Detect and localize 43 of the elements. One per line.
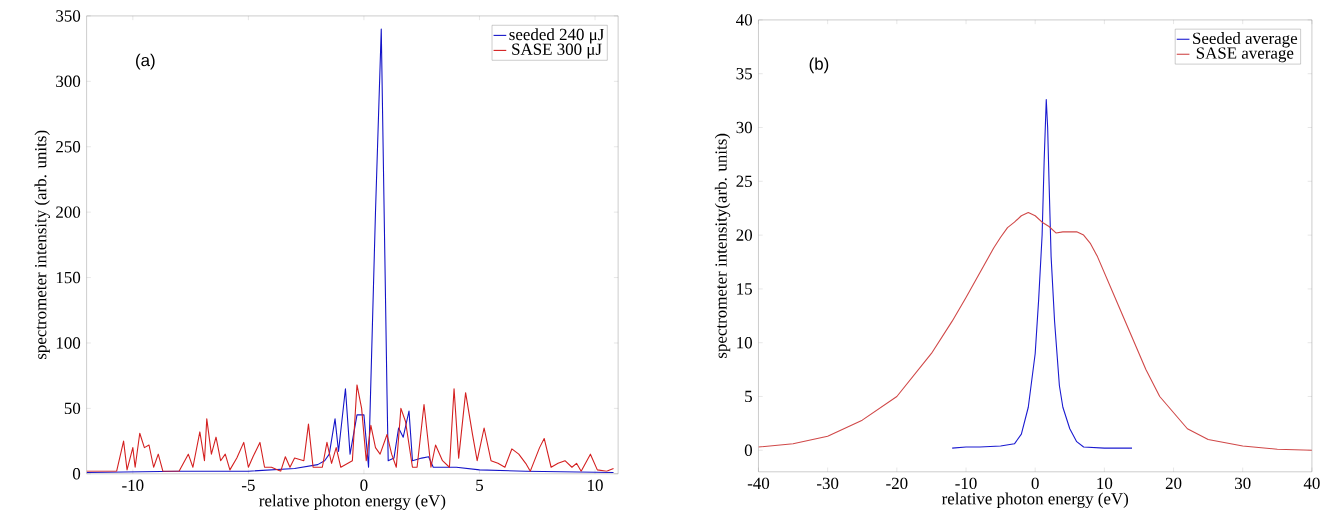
y-tick-label: 10 [737, 337, 753, 349]
line-series [951, 99, 1133, 449]
y-tick-label: 150 [56, 272, 81, 284]
legend-label: SASE 300 μJ [512, 43, 602, 59]
y-axis-title: spectrometer intensity (arb. units) [34, 130, 50, 360]
y-tick-label: 50 [64, 402, 81, 415]
x-tick-label: 0 [360, 479, 368, 492]
x-tick-label: 10 [1097, 477, 1113, 490]
x-tick-label: -20 [886, 477, 908, 490]
line-series [86, 28, 615, 474]
y-tick-label: 0 [744, 444, 753, 457]
y-tick-label: 30 [736, 122, 753, 134]
x-tick-label: 20 [1165, 477, 1182, 490]
annotation: (b) [809, 57, 829, 74]
x-tick-label: 10 [588, 479, 603, 492]
y-tick-label: 5 [745, 391, 752, 403]
y-axis-title: spectrometer intensity(arb. units) [714, 134, 731, 359]
annotation: (a) [136, 54, 155, 70]
x-tick-label: 30 [1235, 477, 1251, 490]
legend-label: Seeded average [1193, 32, 1298, 48]
y-tick-label: 25 [736, 175, 752, 188]
x-tick-label: -30 [817, 477, 839, 490]
y-tick-label: 35 [736, 68, 752, 80]
y-tick-label: 0 [72, 468, 81, 480]
y-tick-label: 250 [56, 141, 81, 153]
y-tick-label: 15 [737, 283, 752, 295]
x-axis-title: relative photon energy (eV) [941, 492, 1129, 509]
y-tick-label: 20 [736, 229, 753, 242]
x-tick-label: -10 [122, 479, 144, 492]
y-tick-label: 350 [56, 10, 81, 22]
legend-label: seeded 240 μJ [509, 28, 604, 44]
x-tick-label: -5 [241, 479, 255, 492]
x-tick-label: -10 [955, 477, 977, 490]
x-tick-label: 0 [1031, 477, 1039, 490]
y-tick-label: 200 [56, 206, 81, 219]
x-tick-label: 5 [476, 479, 484, 492]
y-tick-label: 300 [56, 75, 81, 88]
x-tick-label: 40 [1303, 477, 1320, 490]
y-tick-label: 40 [736, 14, 753, 26]
x-axis-title: relative photon energy (eV) [259, 494, 446, 511]
legend-label: SASE average [1196, 47, 1294, 63]
y-tick-label: 100 [56, 337, 81, 349]
x-tick-label: -40 [747, 477, 770, 490]
